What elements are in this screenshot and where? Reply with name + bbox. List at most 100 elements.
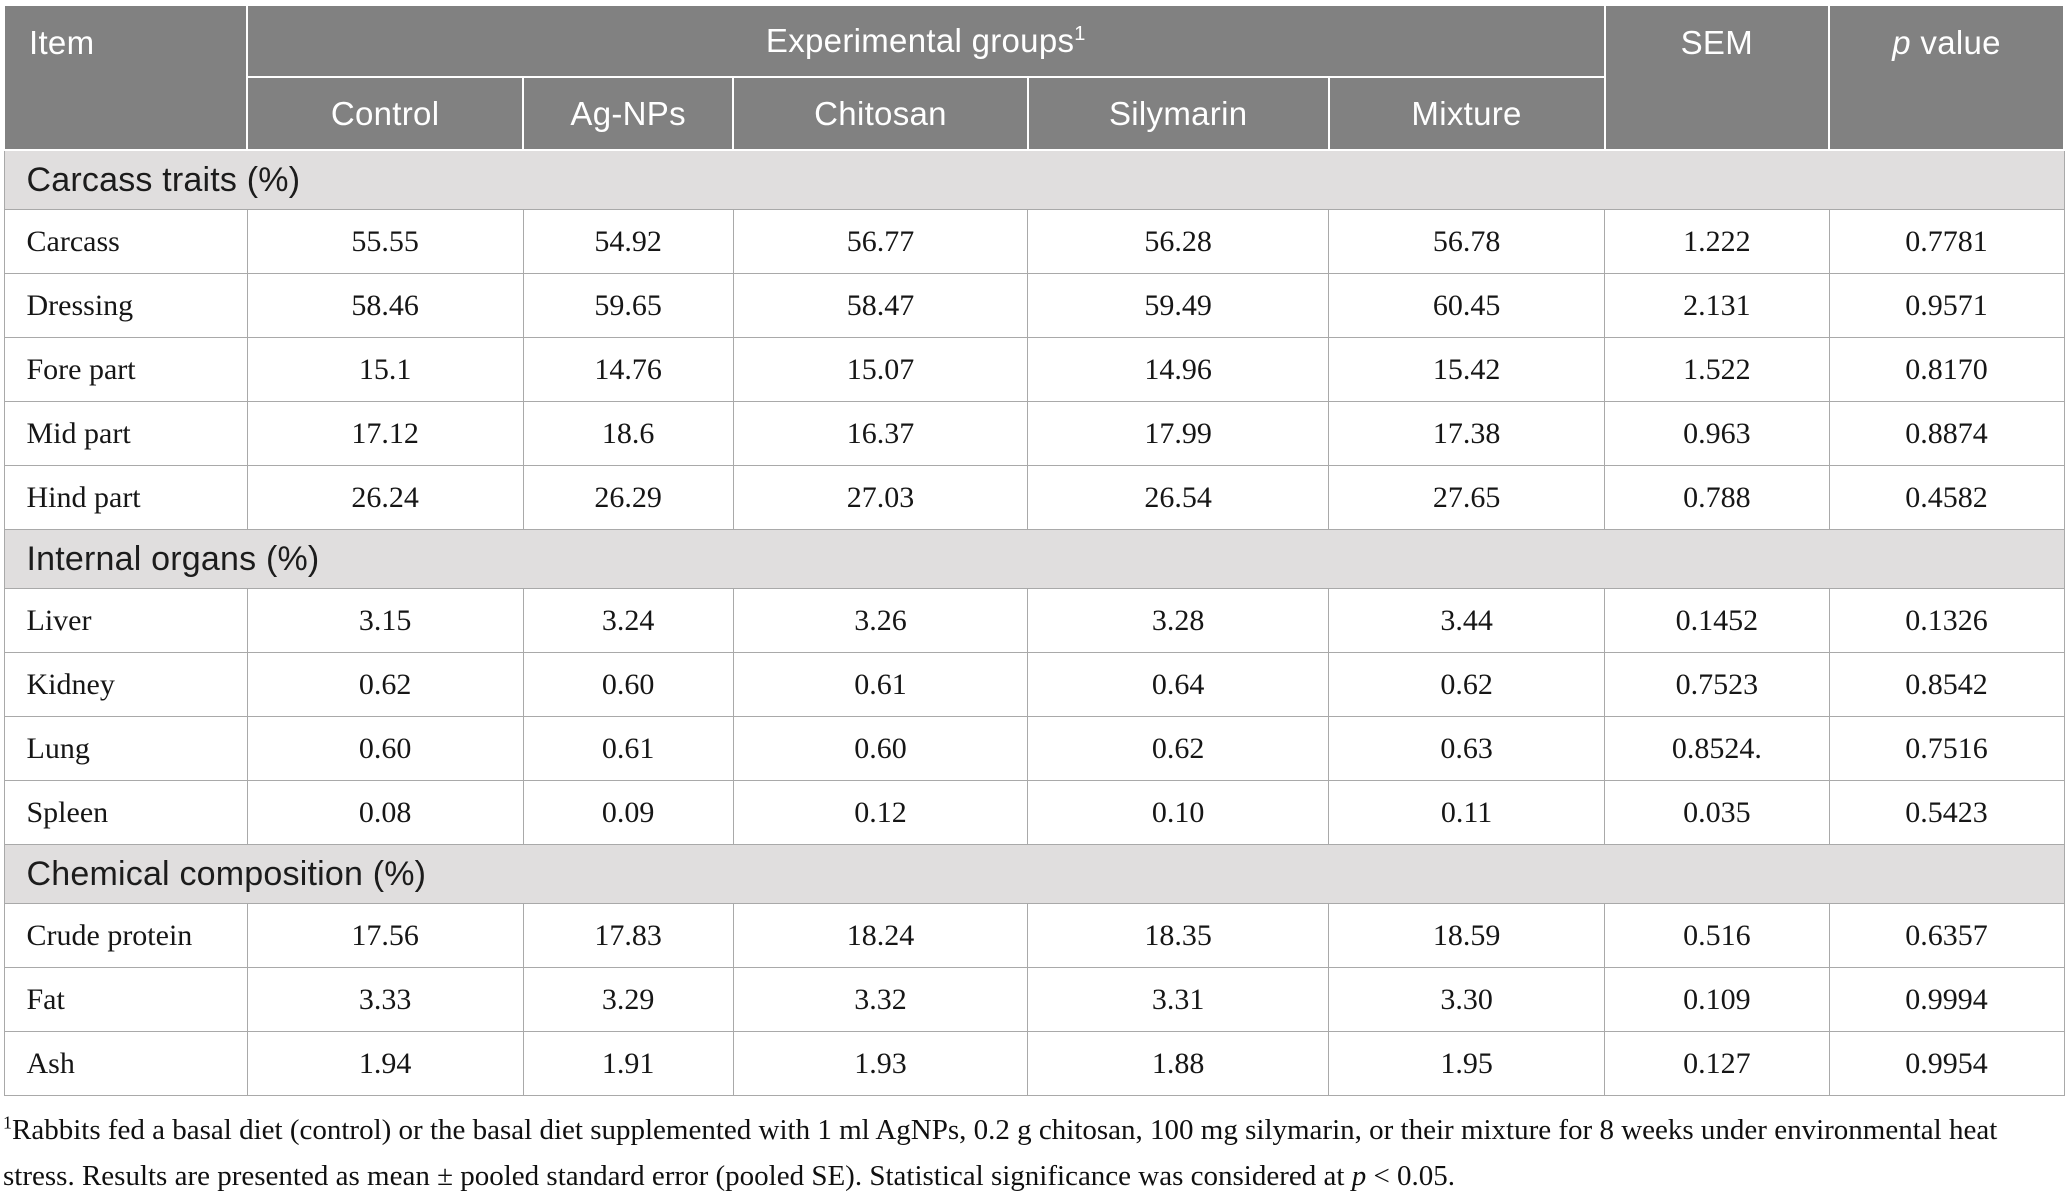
data-cell: 60.45: [1328, 273, 1606, 338]
data-cell: 0.1452: [1604, 588, 1830, 653]
data-cell: 0.10: [1027, 780, 1330, 845]
col-header-mixture: Mixture: [1327, 76, 1606, 151]
col-header-experimental-groups: Experimental groups1: [246, 4, 1606, 78]
p-value-rest: value: [1910, 24, 2001, 61]
data-cell: 0.60: [732, 716, 1029, 781]
data-cell: 17.38: [1328, 401, 1606, 466]
data-cell: 0.5423: [1828, 780, 2065, 845]
data-cell: 0.62: [246, 652, 524, 717]
row-label: Ash: [3, 1031, 248, 1096]
data-cell: 27.65: [1328, 465, 1606, 530]
row-label: Kidney: [3, 652, 248, 717]
data-cell: 16.37: [732, 401, 1029, 466]
data-cell: 0.035: [1604, 780, 1830, 845]
col-header-control: Control: [246, 76, 525, 151]
data-cell: 3.26: [732, 588, 1029, 653]
data-cell: 56.28: [1027, 209, 1330, 274]
data-cell: 3.28: [1027, 588, 1330, 653]
data-cell: 0.8874: [1828, 401, 2065, 466]
footnote-text-end: < 0.05.: [1366, 1160, 1456, 1193]
data-cell: 17.56: [246, 903, 524, 968]
data-cell: 0.7516: [1828, 716, 2065, 781]
data-cell: 59.49: [1027, 273, 1330, 338]
row-label: Hind part: [3, 465, 248, 530]
results-table: Item Experimental groups1 SEM p value Co…: [2, 4, 2065, 1096]
table-row: Ash 1.94 1.91 1.93 1.88 1.95 0.127 0.9954: [3, 1031, 2065, 1096]
row-label: Dressing: [3, 273, 248, 338]
data-cell: 18.59: [1328, 903, 1606, 968]
data-cell: 3.33: [246, 967, 524, 1032]
footnote-text: Rabbits fed a basal diet (control) or th…: [3, 1114, 1998, 1193]
row-label: Carcass: [3, 209, 248, 274]
table-row: Carcass 55.55 54.92 56.77 56.28 56.78 1.222 0.7…: [3, 209, 2065, 274]
data-cell: 26.24: [246, 465, 524, 530]
data-cell: 59.65: [522, 273, 734, 338]
data-cell: 0.08: [246, 780, 524, 845]
data-cell: 3.44: [1328, 588, 1606, 653]
data-cell: 0.9994: [1828, 967, 2065, 1032]
data-cell: 56.77: [732, 209, 1029, 274]
data-cell: 58.46: [246, 273, 524, 338]
table-row: Spleen 0.08 0.09 0.12 0.10 0.11 0.035 0.5423: [3, 780, 2065, 845]
table-row: Mid part 17.12 18.6 16.37 17.99 17.38 0.963 0.8…: [3, 401, 2065, 466]
footnote-p-italic: p: [1351, 1160, 1367, 1193]
experimental-groups-footnote-marker: 1: [1074, 23, 1086, 45]
header-row-1: Item Experimental groups1 SEM p value: [2, 4, 2065, 151]
data-cell: 0.8170: [1828, 337, 2065, 402]
data-cell: 0.63: [1328, 716, 1606, 781]
table-row: Kidney 0.62 0.60 0.61 0.64 0.62 0.7523 0.8542: [3, 652, 2065, 717]
data-cell: 17.12: [246, 401, 524, 466]
data-cell: 0.127: [1604, 1031, 1830, 1096]
table-row: Crude protein 17.56 17.83 18.24 18.35 18.59 0.…: [3, 903, 2065, 968]
data-cell: 1.222: [1604, 209, 1830, 274]
col-header-chitosan: Chitosan: [732, 76, 1029, 151]
data-cell: 18.35: [1027, 903, 1330, 968]
table-row: Fat 3.33 3.29 3.32 3.31 3.30 0.109 0.9994: [3, 967, 2065, 1032]
data-cell: 0.11: [1328, 780, 1606, 845]
section-header-row: Carcass traits (%): [3, 149, 2065, 210]
row-label: Mid part: [3, 401, 248, 466]
data-cell: 0.9571: [1828, 273, 2065, 338]
data-cell: 54.92: [522, 209, 734, 274]
data-cell: 17.83: [522, 903, 734, 968]
data-cell: 2.131: [1604, 273, 1830, 338]
data-cell: 3.24: [522, 588, 734, 653]
data-cell: 18.24: [732, 903, 1029, 968]
data-cell: 1.95: [1328, 1031, 1606, 1096]
section-title: Chemical composition (%): [3, 844, 2065, 904]
data-cell: 0.7781: [1828, 209, 2065, 274]
experimental-groups-label: Experimental groups: [765, 22, 1075, 59]
data-cell: 26.29: [522, 465, 734, 530]
data-cell: 0.9954: [1828, 1031, 2065, 1096]
data-cell: 3.30: [1328, 967, 1606, 1032]
data-cell: 0.61: [732, 652, 1029, 717]
section-title: Internal organs (%): [3, 529, 2065, 589]
data-cell: 3.31: [1027, 967, 1330, 1032]
data-cell: 0.516: [1604, 903, 1830, 968]
data-cell: 1.91: [522, 1031, 734, 1096]
data-cell: 56.78: [1328, 209, 1606, 274]
row-label: Crude protein: [3, 903, 248, 968]
data-cell: 55.55: [246, 209, 524, 274]
data-cell: 1.93: [732, 1031, 1029, 1096]
data-cell: 0.62: [1328, 652, 1606, 717]
data-cell: 58.47: [732, 273, 1029, 338]
data-cell: 14.76: [522, 337, 734, 402]
header-row-2: Control Ag-NPs Chitosan Silymarin Mixtur…: [4, 76, 2064, 151]
data-cell: 3.15: [246, 588, 524, 653]
data-cell: 17.99: [1027, 401, 1330, 466]
data-cell: 15.42: [1328, 337, 1606, 402]
footnote-marker: 1: [3, 1112, 12, 1133]
row-label: Fat: [3, 967, 248, 1032]
data-cell: 14.96: [1027, 337, 1330, 402]
table-row: Dressing 58.46 59.65 58.47 59.49 60.45 2.131 0.…: [3, 273, 2065, 338]
data-cell: 15.1: [246, 337, 524, 402]
data-cell: 0.4582: [1828, 465, 2065, 530]
data-cell: 0.12: [732, 780, 1029, 845]
data-cell: 0.1326: [1828, 588, 2065, 653]
data-cell: 1.94: [246, 1031, 524, 1096]
section-title: Carcass traits (%): [3, 149, 2065, 210]
data-cell: 0.109: [1604, 967, 1830, 1032]
data-cell: 26.54: [1027, 465, 1330, 530]
data-cell: 1.522: [1604, 337, 1830, 402]
